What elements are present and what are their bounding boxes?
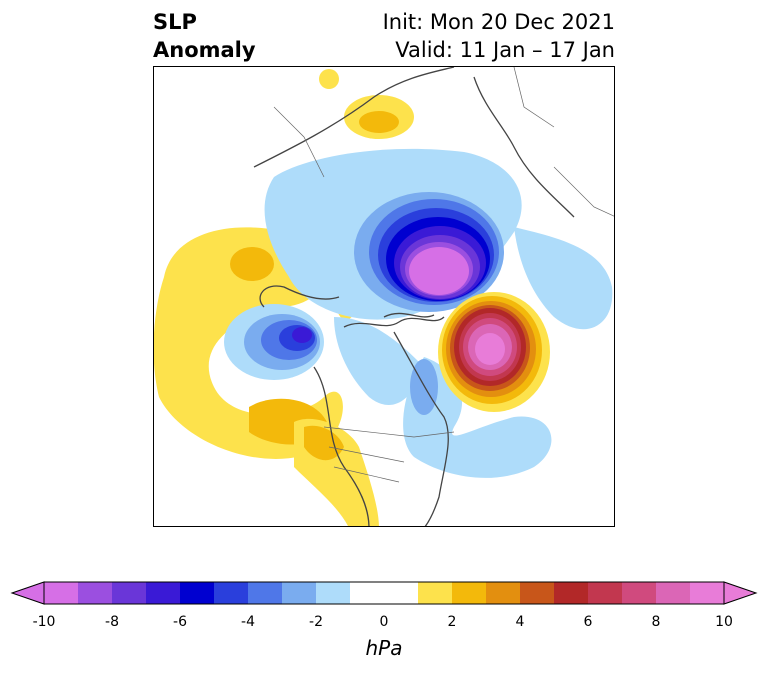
colorbar-tick-label: 0: [379, 614, 389, 630]
colorbar-tick-label: -10: [32, 614, 56, 630]
colorbar-cell: [248, 582, 283, 604]
map-panel: [153, 66, 615, 527]
colorbar-tick-label: 6: [583, 614, 593, 630]
colorbar-cell: [452, 582, 487, 604]
colorbar-cell: [180, 582, 215, 604]
colorbar-unit: hPa: [365, 636, 403, 660]
colorbar-tick-label: -8: [105, 614, 119, 630]
colorbar-extend-low: [10, 581, 45, 605]
colorbar-cell: [554, 582, 589, 604]
atlantic-low-anomaly: [334, 317, 552, 478]
colorbar-tick-label: -6: [173, 614, 187, 630]
colorbar-cell: [520, 582, 555, 604]
gulf-of-alaska-low-anomaly: [224, 304, 324, 380]
colorbar-cell: [588, 582, 623, 604]
colorbar-extend-high: [723, 581, 758, 605]
colorbar-cell: [316, 582, 351, 604]
arctic-low-anomaly: [264, 148, 613, 330]
colorbar-cell: [112, 582, 147, 604]
init-date: Init: Mon 20 Dec 2021: [382, 10, 615, 34]
colorbar-tick-label: 2: [447, 614, 457, 630]
north-atlantic-high-anomaly: [438, 292, 550, 412]
colorbar-cell: [146, 582, 181, 604]
coastlines: [253, 67, 575, 526]
colorbar-cell: [486, 582, 521, 604]
colorbar-outline: [43, 581, 725, 605]
colorbar: [10, 581, 758, 605]
date-block: Init: Mon 20 Dec 2021 Valid: 11 Jan – 17…: [383, 8, 615, 64]
colorbar-cell: [656, 582, 691, 604]
colorbar-cell: [690, 582, 725, 604]
colorbar-cell: [214, 582, 249, 604]
valid-range: Valid: 11 Jan – 17 Jan: [395, 38, 615, 62]
colorbar-tick-label: 10: [715, 614, 733, 630]
borders: [273, 67, 614, 483]
colorbar-cell: [78, 582, 113, 604]
title-line-1: SLP: [153, 10, 197, 34]
colorbar-cell: [44, 582, 79, 604]
colorbar-cell: [282, 582, 317, 604]
colorbar-cell: [384, 582, 419, 604]
colorbar-cell: [418, 582, 453, 604]
colorbar-cell: [350, 582, 385, 604]
colorbar-tick-label: 8: [651, 614, 661, 630]
colorbar-tick-label: -4: [241, 614, 255, 630]
title-block: SLP Anomaly: [153, 8, 256, 64]
western-us-high-anomaly: [294, 418, 379, 526]
colorbar-tick-label: 4: [515, 614, 525, 630]
colorbar-cell: [622, 582, 657, 604]
colorbar-tick-label: -2: [309, 614, 323, 630]
anomaly-map: [154, 67, 614, 526]
title-line-2: Anomaly: [153, 38, 256, 62]
